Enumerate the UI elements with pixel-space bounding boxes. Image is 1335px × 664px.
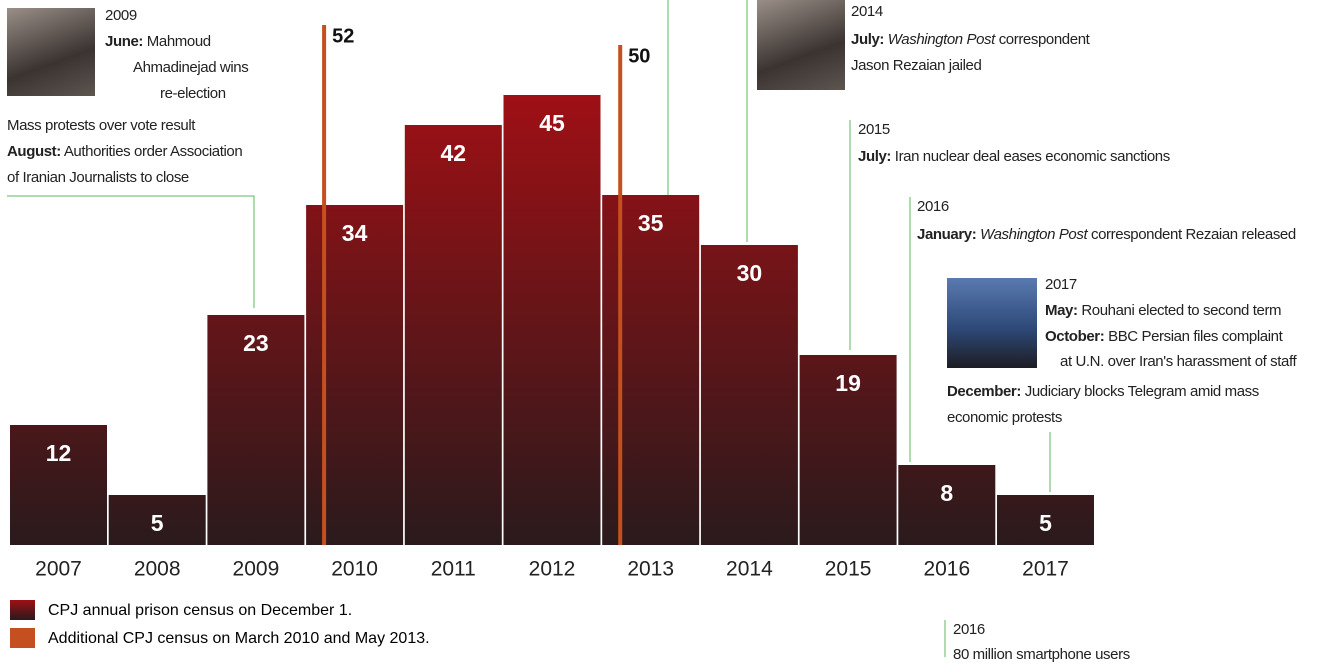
annotation-label: August: bbox=[7, 143, 61, 160]
annotation-year: 2015 bbox=[858, 121, 890, 139]
annotation-text: Mass protests over vote result bbox=[7, 117, 195, 134]
data-label: 8 bbox=[940, 480, 953, 506]
bar bbox=[504, 95, 601, 545]
legend-label: Additional CPJ census on March 2010 and … bbox=[48, 630, 430, 647]
annotation-label: July: bbox=[858, 148, 891, 165]
annotation-year: 2017 bbox=[1045, 276, 1077, 294]
data-label: 5 bbox=[1039, 510, 1052, 536]
annotation-text: correspondent Rezaian released bbox=[1091, 226, 1296, 243]
annotation-line: May: Rouhani elected to second term bbox=[1045, 302, 1281, 320]
data-label: 12 bbox=[46, 440, 72, 466]
annotation-line: July: Iran nuclear deal eases economic s… bbox=[858, 148, 1170, 166]
legend-swatch bbox=[10, 628, 35, 648]
annotation-text: economic protests bbox=[947, 409, 1062, 426]
annotation-year: 2009 bbox=[105, 7, 137, 25]
annotation-text: Rouhani elected to second term bbox=[1081, 302, 1281, 319]
data-label: 5 bbox=[151, 510, 164, 536]
extra-census-bar bbox=[322, 25, 326, 545]
annotation-text: at U.N. over Iran's harassment of staff bbox=[1060, 353, 1296, 370]
x-tick-label: 2014 bbox=[726, 558, 773, 581]
annotation-text: Jason Rezaian jailed bbox=[851, 57, 981, 74]
annotation-text: re-election bbox=[160, 85, 226, 102]
x-tick-label: 2008 bbox=[134, 558, 181, 581]
x-tick-label: 2015 bbox=[825, 558, 872, 581]
annotation-text: Authorities order Association bbox=[64, 143, 243, 160]
annotation-line: 80 million smartphone users bbox=[953, 646, 1130, 664]
annotation-label: December: bbox=[947, 383, 1021, 400]
annotation-line: July: Washington Post correspondent bbox=[851, 31, 1089, 49]
annotation-text: Mahmoud bbox=[147, 33, 211, 50]
annotation-text: 80 million smartphone users bbox=[953, 646, 1130, 663]
annotation-label: May: bbox=[1045, 302, 1078, 319]
legend-swatch bbox=[10, 600, 35, 620]
annotation-label: July: bbox=[851, 31, 884, 48]
annotation-line: June: Mahmoud bbox=[105, 33, 211, 51]
annotation-line: August: Authorities order Association bbox=[7, 143, 242, 161]
data-label: 19 bbox=[835, 370, 861, 396]
annotation-label: October: bbox=[1045, 328, 1104, 345]
x-tick-label: 2017 bbox=[1022, 558, 1069, 581]
annotation-line: Mass protests over vote result bbox=[7, 117, 195, 135]
bar bbox=[602, 195, 699, 545]
x-tick-label: 2011 bbox=[431, 558, 476, 581]
bar bbox=[405, 125, 502, 545]
annotation-line: January: Washington Post correspondent R… bbox=[917, 226, 1296, 244]
photo bbox=[947, 278, 1037, 368]
annotation-year: 2014 bbox=[851, 3, 883, 21]
bar bbox=[306, 205, 403, 545]
annotation-text: Washington Post bbox=[888, 31, 995, 48]
annotation-line: re-election bbox=[160, 85, 226, 103]
data-label: 52 bbox=[332, 25, 354, 47]
bar bbox=[701, 245, 798, 545]
annotation-text: of Iranian Journalists to close bbox=[7, 169, 189, 186]
photo bbox=[7, 8, 95, 96]
annotation-text: Ahmadinejad wins bbox=[133, 59, 248, 76]
annotation-line: Jason Rezaian jailed bbox=[851, 57, 981, 75]
data-label: 30 bbox=[737, 260, 763, 286]
x-tick-label: 2016 bbox=[923, 558, 970, 581]
data-label: 42 bbox=[441, 140, 467, 166]
data-label: 23 bbox=[243, 330, 269, 356]
annotation-line: of Iranian Journalists to close bbox=[7, 169, 189, 187]
data-label: 34 bbox=[342, 220, 368, 246]
annotation-label: January: bbox=[917, 226, 976, 243]
connector bbox=[7, 196, 254, 308]
data-label: 35 bbox=[638, 210, 664, 236]
annotation-line: at U.N. over Iran's harassment of staff bbox=[1060, 353, 1296, 371]
x-tick-label: 2012 bbox=[529, 558, 576, 581]
annotation-year: 2016 bbox=[953, 621, 985, 639]
annotation-label: June: bbox=[105, 33, 143, 50]
annotation-text: correspondent bbox=[999, 31, 1090, 48]
annotation-text: Judiciary blocks Telegram amid mass bbox=[1025, 383, 1259, 400]
annotation-year: 2016 bbox=[917, 198, 949, 216]
annotation-line: Ahmadinejad wins bbox=[133, 59, 248, 77]
annotation-text: Iran nuclear deal eases economic sanctio… bbox=[895, 148, 1170, 165]
data-label: 45 bbox=[539, 110, 565, 136]
annotation-line: October: BBC Persian files complaint bbox=[1045, 328, 1282, 346]
x-tick-label: 2009 bbox=[233, 558, 280, 581]
annotation-text: BBC Persian files complaint bbox=[1108, 328, 1282, 345]
x-tick-label: 2007 bbox=[35, 558, 82, 581]
photo bbox=[757, 0, 845, 90]
plot: 2007 12 2008 5 2009 23 2010 34 2011 42 2012 45 2013 3… bbox=[10, 25, 1094, 581]
legend-label: CPJ annual prison census on December 1. bbox=[48, 602, 352, 619]
data-label: 50 bbox=[628, 45, 650, 67]
x-tick-label: 2013 bbox=[627, 558, 674, 581]
annotation-line: December: Judiciary blocks Telegram amid… bbox=[947, 383, 1259, 401]
annotation-line: economic protests bbox=[947, 409, 1062, 427]
annotation-text: Washington Post bbox=[980, 226, 1087, 243]
page: {"chart_data": {"type": "bar", "categori… bbox=[0, 0, 1335, 657]
extra-census-bar bbox=[618, 45, 622, 545]
x-tick-label: 2010 bbox=[331, 558, 378, 581]
